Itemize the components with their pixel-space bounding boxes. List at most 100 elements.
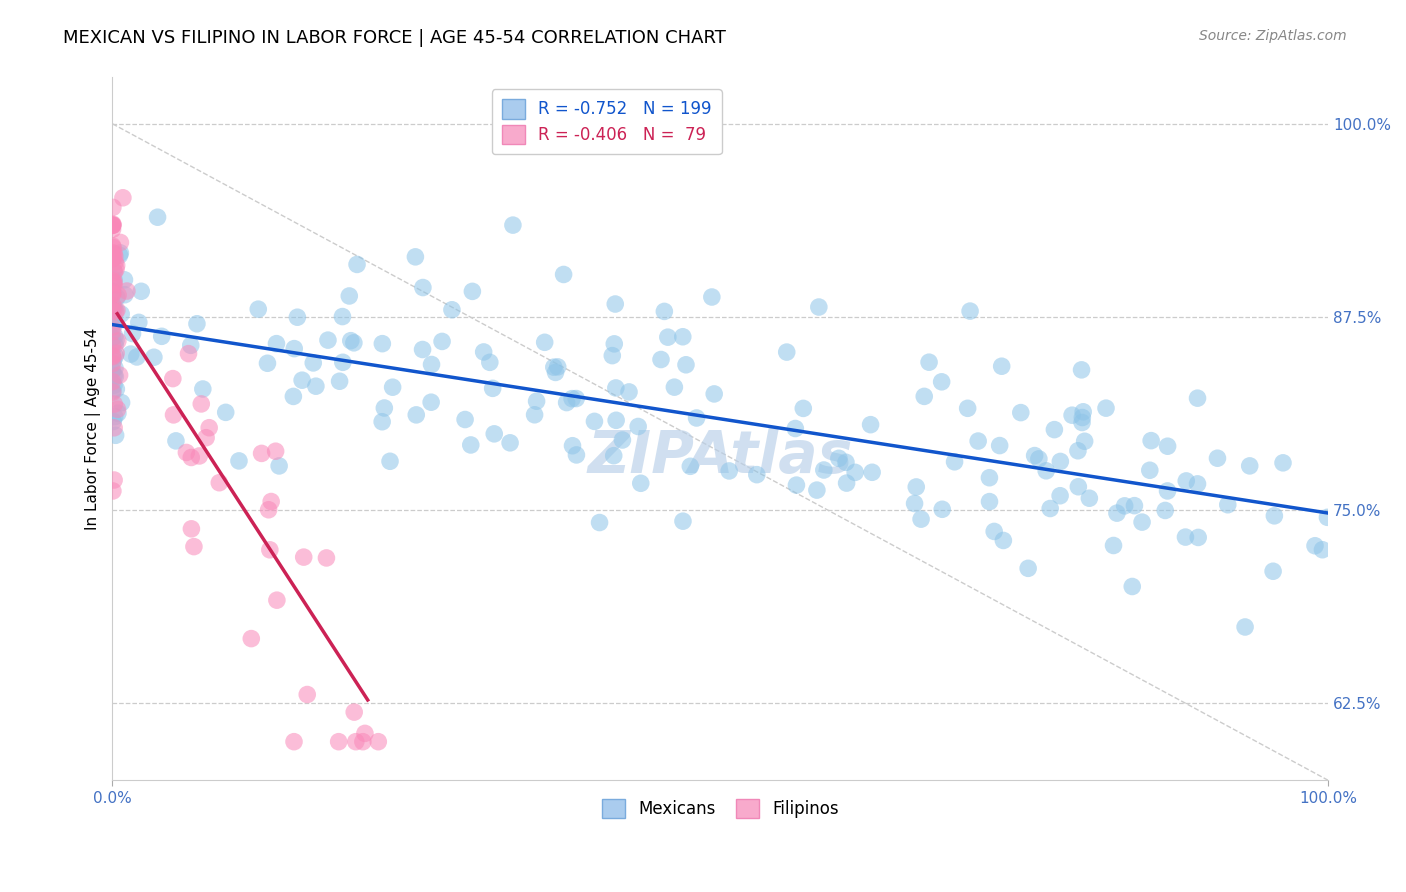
Point	[672, 330, 695, 344]
Point	[612, 433, 634, 447]
Point	[988, 439, 1011, 453]
Point	[146, 211, 169, 225]
Point	[259, 542, 281, 557]
Point	[180, 338, 202, 352]
Point	[1139, 463, 1161, 477]
Point	[807, 300, 830, 314]
Point	[104, 409, 127, 424]
Point	[943, 455, 966, 469]
Point	[291, 373, 314, 387]
Point	[1095, 401, 1118, 416]
Point	[1024, 449, 1046, 463]
Point	[115, 284, 138, 298]
Point	[332, 355, 354, 369]
Point	[104, 428, 127, 442]
Point	[103, 275, 125, 289]
Point	[675, 358, 697, 372]
Point	[101, 217, 124, 231]
Point	[905, 480, 928, 494]
Point	[177, 346, 200, 360]
Point	[1049, 489, 1071, 503]
Point	[1303, 539, 1326, 553]
Point	[502, 218, 524, 232]
Point	[1174, 530, 1197, 544]
Point	[1043, 423, 1066, 437]
Point	[103, 263, 125, 277]
Point	[412, 343, 434, 357]
Point	[700, 290, 723, 304]
Point	[110, 245, 132, 260]
Point	[405, 408, 427, 422]
Point	[105, 262, 128, 277]
Point	[605, 297, 627, 311]
Text: ZIPAtlas: ZIPAtlas	[588, 428, 853, 485]
Point	[101, 320, 124, 334]
Point	[859, 417, 882, 432]
Point	[1263, 508, 1285, 523]
Point	[603, 449, 626, 463]
Point	[256, 356, 278, 370]
Point	[1187, 391, 1209, 405]
Point	[583, 414, 606, 428]
Point	[544, 366, 567, 380]
Point	[918, 355, 941, 369]
Point	[129, 285, 152, 299]
Point	[523, 408, 546, 422]
Text: Source: ZipAtlas.com: Source: ZipAtlas.com	[1199, 29, 1347, 43]
Point	[103, 310, 125, 324]
Point	[101, 241, 124, 255]
Point	[103, 397, 125, 411]
Point	[110, 395, 132, 409]
Point	[420, 395, 443, 409]
Point	[993, 533, 1015, 548]
Point	[543, 360, 565, 375]
Point	[910, 512, 932, 526]
Point	[835, 476, 858, 491]
Point	[654, 304, 676, 318]
Point	[343, 335, 366, 350]
Point	[110, 235, 132, 250]
Point	[107, 334, 129, 348]
Point	[283, 389, 305, 403]
Point	[440, 302, 463, 317]
Point	[104, 304, 127, 318]
Point	[478, 355, 501, 369]
Point	[142, 350, 165, 364]
Point	[103, 318, 125, 332]
Point	[104, 338, 127, 352]
Point	[931, 502, 953, 516]
Point	[1017, 561, 1039, 575]
Point	[1316, 510, 1339, 524]
Point	[105, 303, 128, 318]
Point	[1234, 620, 1257, 634]
Point	[103, 278, 125, 293]
Point	[114, 273, 136, 287]
Point	[1071, 416, 1094, 430]
Point	[346, 257, 368, 271]
Point	[460, 438, 482, 452]
Point	[813, 463, 835, 477]
Point	[315, 550, 337, 565]
Point	[454, 412, 477, 426]
Point	[565, 392, 588, 406]
Point	[1130, 515, 1153, 529]
Point	[103, 246, 125, 260]
Point	[484, 426, 506, 441]
Point	[371, 336, 394, 351]
Point	[1154, 503, 1177, 517]
Point	[292, 550, 315, 565]
Point	[1140, 434, 1163, 448]
Point	[979, 494, 1001, 508]
Text: MEXICAN VS FILIPINO IN LABOR FORCE | AGE 45-54 CORRELATION CHART: MEXICAN VS FILIPINO IN LABOR FORCE | AGE…	[63, 29, 725, 46]
Point	[101, 222, 124, 236]
Point	[1156, 439, 1178, 453]
Point	[371, 415, 394, 429]
Point	[860, 465, 883, 479]
Point	[121, 326, 143, 341]
Point	[101, 298, 124, 312]
Point	[630, 476, 652, 491]
Point	[186, 317, 208, 331]
Point	[718, 464, 741, 478]
Point	[250, 446, 273, 460]
Point	[339, 334, 361, 348]
